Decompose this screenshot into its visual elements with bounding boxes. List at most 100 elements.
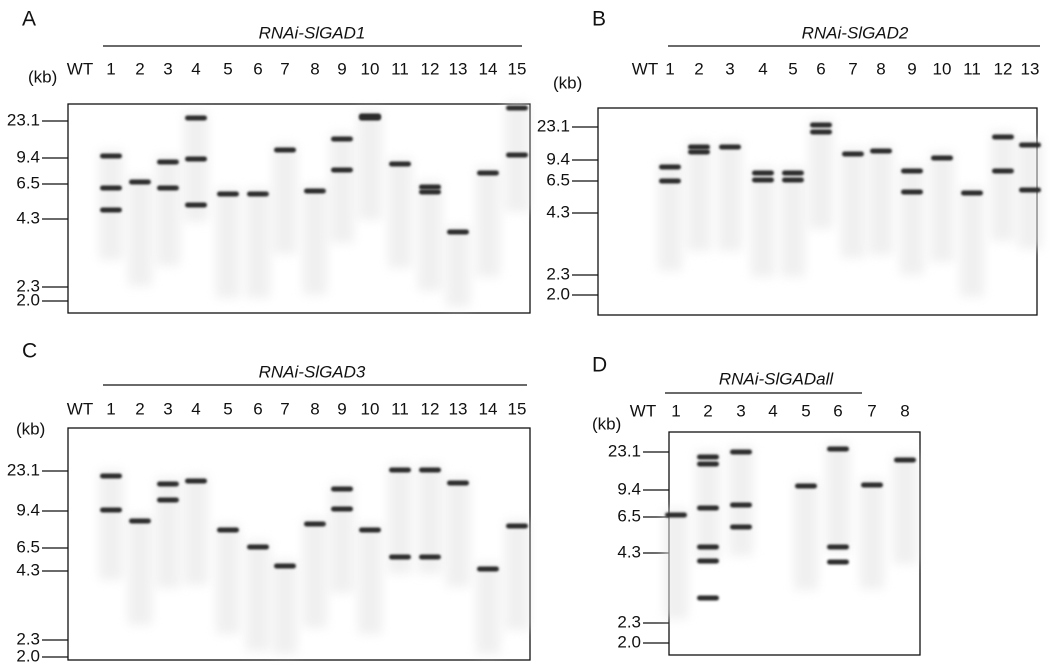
lane-label: 7 xyxy=(867,401,876,420)
size-marker-label: 6.5 xyxy=(617,506,641,525)
lane-smear xyxy=(930,152,954,262)
lane-smear xyxy=(99,150,123,260)
size-marker-label: 4.3 xyxy=(16,560,40,579)
size-marker-label: 2.3 xyxy=(546,264,570,283)
lane-label: 4 xyxy=(758,59,767,78)
lane-smear xyxy=(216,188,240,298)
size-marker-label: 4.3 xyxy=(546,202,570,221)
band xyxy=(659,178,681,184)
band xyxy=(157,481,179,487)
lane-smear xyxy=(99,470,123,580)
lane-label: WT xyxy=(632,59,658,78)
band xyxy=(992,168,1014,174)
band xyxy=(730,524,752,530)
lane-label: 9 xyxy=(337,59,346,78)
band xyxy=(795,483,817,489)
band xyxy=(157,159,179,165)
size-marker-label: 23.1 xyxy=(537,116,570,135)
band xyxy=(697,461,719,467)
panel-label: A xyxy=(22,8,36,31)
band xyxy=(100,507,122,513)
lane-smear xyxy=(128,515,152,625)
lane-label: WT xyxy=(67,399,93,418)
band xyxy=(697,558,719,564)
lane-label: 15 xyxy=(508,399,527,418)
lane-smear xyxy=(809,119,833,229)
lane-label: 2 xyxy=(694,59,703,78)
band xyxy=(129,518,151,524)
lane-label: 10 xyxy=(933,59,952,78)
lane-smear xyxy=(446,477,470,587)
lane-smear xyxy=(841,148,865,258)
band xyxy=(419,467,441,473)
lane-label: WT xyxy=(630,401,656,420)
lane-smear xyxy=(658,161,682,271)
lane-label: 6 xyxy=(816,59,825,78)
lane-label: 12 xyxy=(421,399,440,418)
lane-label: 12 xyxy=(421,59,440,78)
band xyxy=(1019,142,1041,148)
band xyxy=(389,467,411,473)
lane-smear xyxy=(273,144,297,254)
lane-smear xyxy=(446,226,470,307)
size-marker-label: 23.1 xyxy=(608,441,641,460)
size-unit: (kb) xyxy=(28,67,57,86)
band xyxy=(447,480,469,486)
band xyxy=(810,129,832,135)
lane-smear xyxy=(664,509,688,619)
panel-label: D xyxy=(592,354,607,377)
lane-smear xyxy=(869,145,893,255)
size-unit: (kb) xyxy=(553,73,582,92)
lane-label: 13 xyxy=(449,399,468,418)
lane-label: 13 xyxy=(1021,59,1040,78)
lane-label: 12 xyxy=(994,59,1013,78)
band xyxy=(752,177,774,183)
lane-label: 3 xyxy=(725,59,734,78)
band xyxy=(185,115,207,121)
band xyxy=(861,482,883,488)
size-unit: (kb) xyxy=(592,414,621,433)
lane-smear xyxy=(156,478,180,588)
lane-smear xyxy=(794,480,818,590)
size-marker-label: 6.5 xyxy=(16,173,40,192)
lane-label: 14 xyxy=(479,59,498,78)
size-marker-label: 2.0 xyxy=(16,290,40,309)
lane-label: 6 xyxy=(253,399,262,418)
band xyxy=(894,457,916,463)
lane-label: 8 xyxy=(310,399,319,418)
construct-title: RNAi-SlGADall xyxy=(719,369,835,388)
lane-label: WT xyxy=(67,59,93,78)
lane-smear xyxy=(893,454,917,564)
size-marker-label: 2.0 xyxy=(617,632,641,651)
panel-label: B xyxy=(592,8,606,31)
lane-smear xyxy=(860,479,884,589)
band xyxy=(157,497,179,503)
lane-smear xyxy=(246,541,270,651)
band xyxy=(419,554,441,560)
band xyxy=(304,188,326,194)
band xyxy=(752,170,774,176)
lane-smear xyxy=(330,483,354,593)
band xyxy=(827,446,849,452)
band xyxy=(1019,187,1041,193)
lane-label: 5 xyxy=(801,401,810,420)
size-marker-label: 9.4 xyxy=(16,500,40,519)
size-marker-label: 4.3 xyxy=(617,542,641,561)
band xyxy=(901,189,923,195)
band xyxy=(719,144,741,150)
band xyxy=(217,191,239,197)
lane-label: 8 xyxy=(900,401,909,420)
band xyxy=(697,544,719,550)
lane-label: 4 xyxy=(191,399,200,418)
band xyxy=(185,156,207,162)
band xyxy=(185,478,207,484)
lane-label: 2 xyxy=(135,59,144,78)
band xyxy=(100,473,122,479)
band xyxy=(782,170,804,176)
band xyxy=(331,167,353,173)
lane-label: 15 xyxy=(508,59,527,78)
band xyxy=(247,191,269,197)
